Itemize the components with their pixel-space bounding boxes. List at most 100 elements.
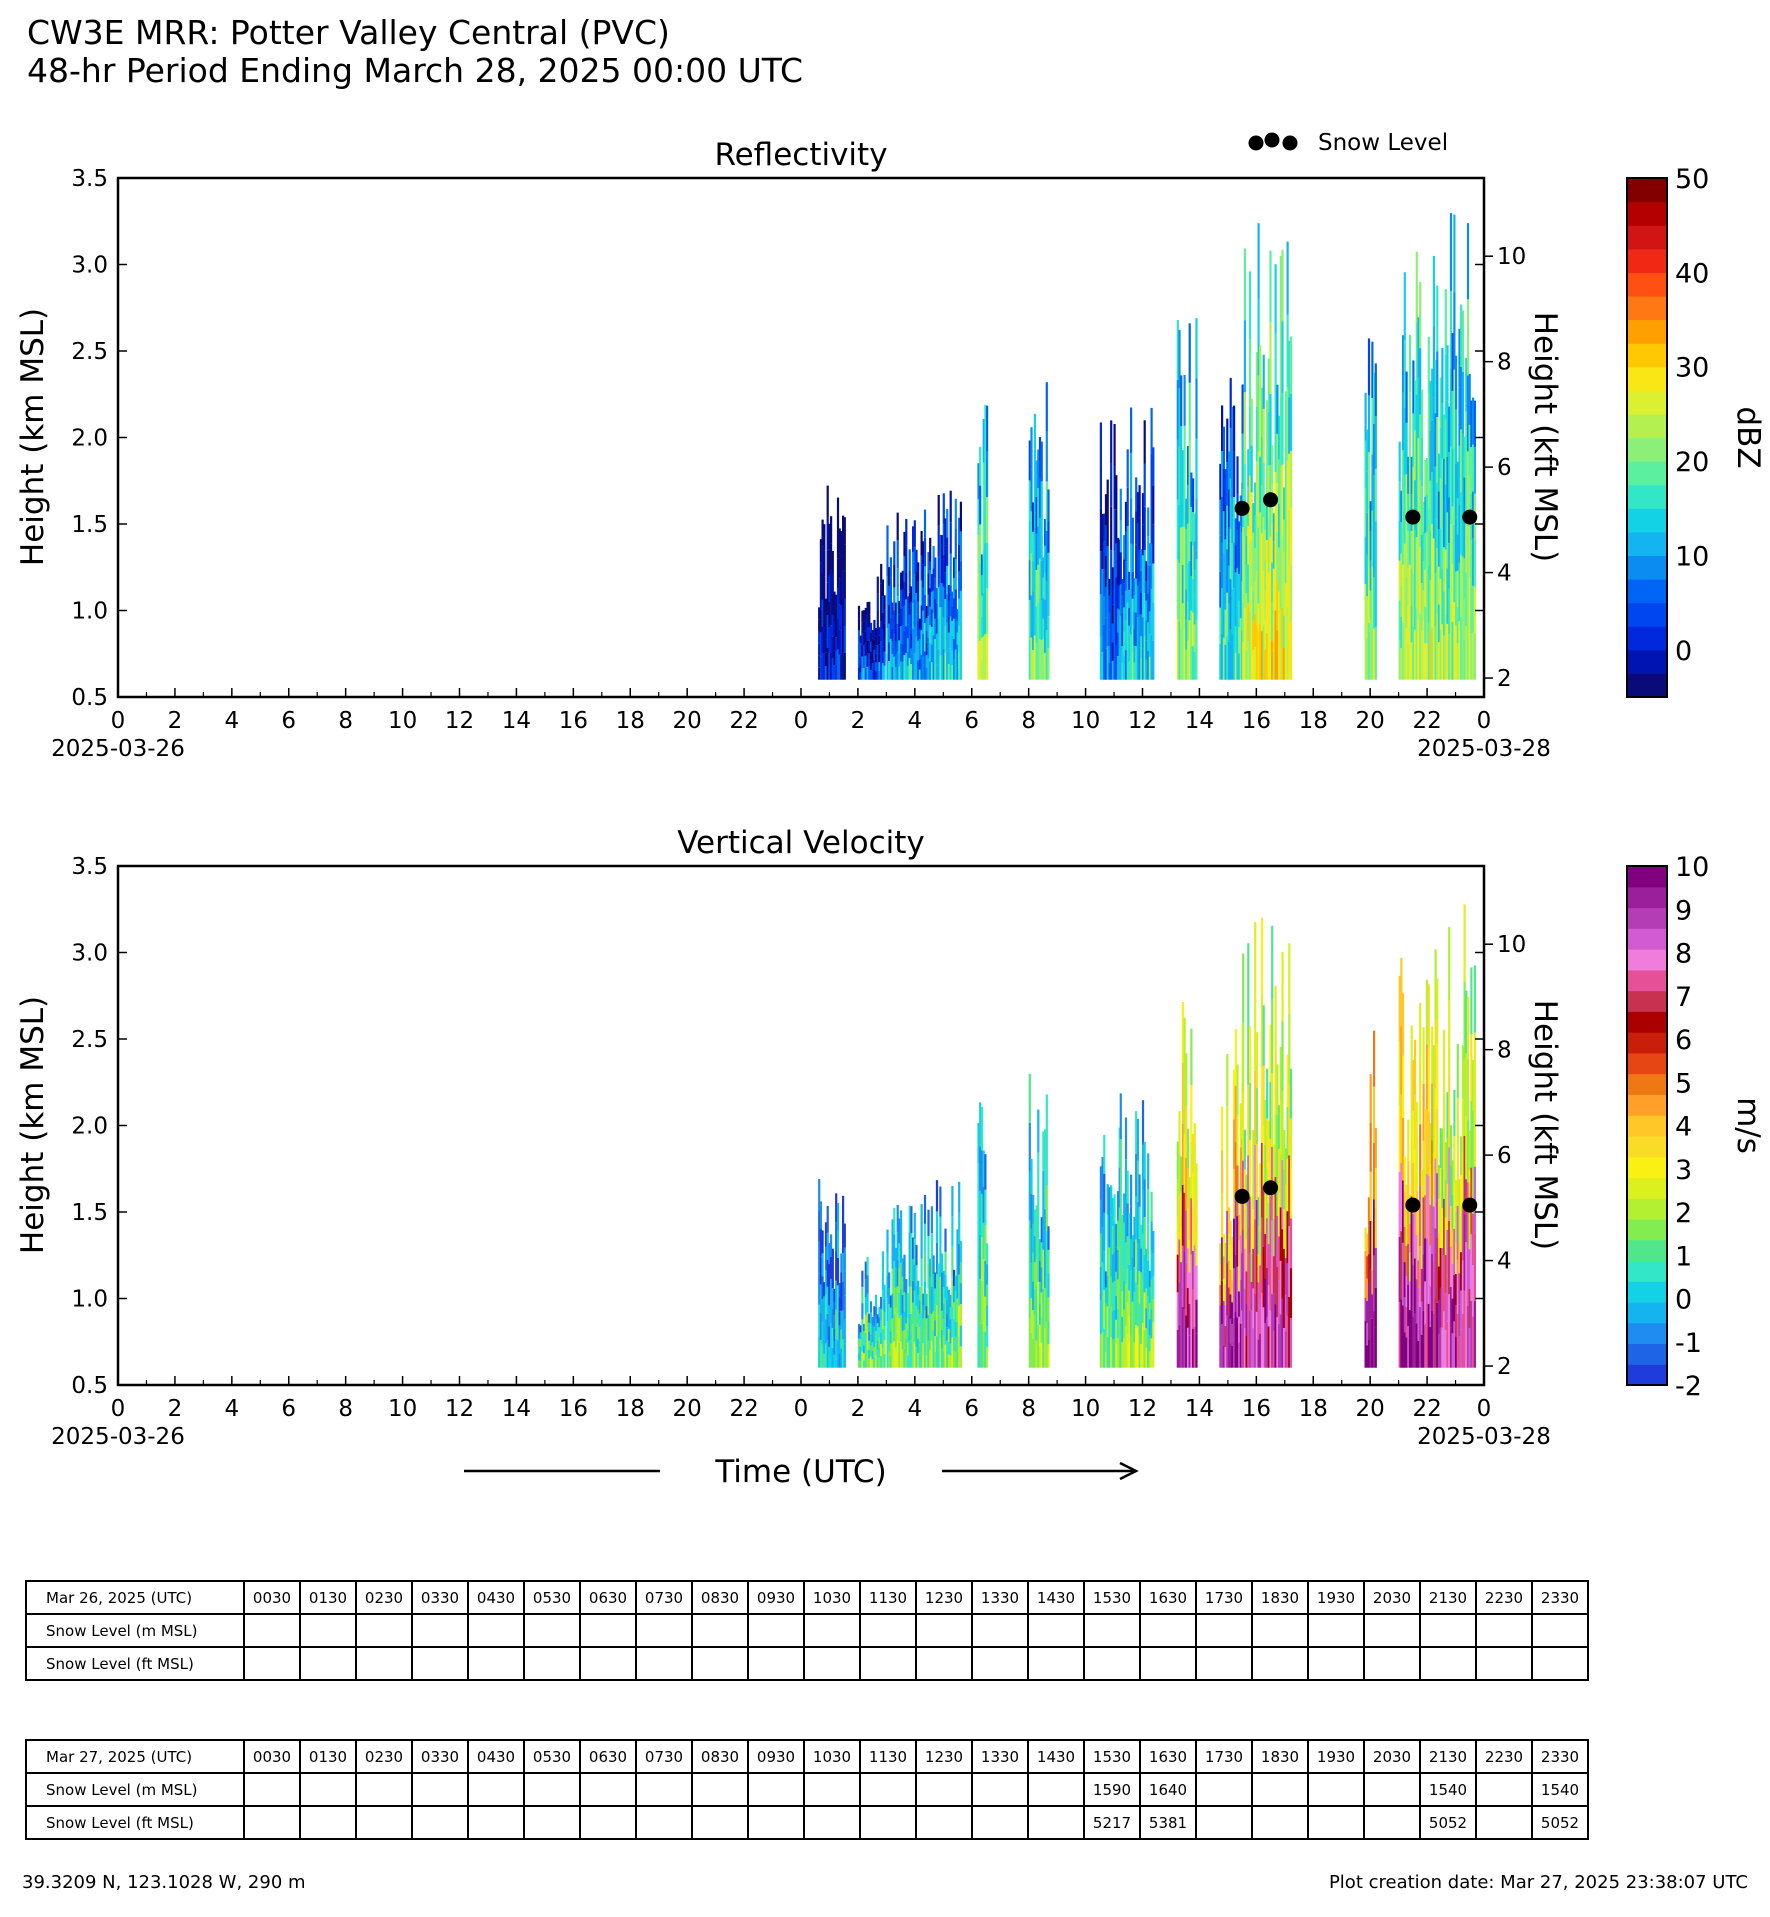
echo-column <box>1400 1299 1403 1368</box>
echo-column <box>1226 1263 1229 1316</box>
echo-column <box>1371 1269 1374 1295</box>
echo-column <box>1448 497 1451 543</box>
echo-column <box>818 1241 821 1274</box>
table-cell: 0030 <box>243 1739 301 1774</box>
echo-column <box>1281 1090 1284 1160</box>
echo-column <box>1126 641 1129 680</box>
echo-column <box>912 603 915 629</box>
echo-column <box>1449 1286 1453 1328</box>
echo-column <box>1415 1102 1418 1147</box>
table-cell <box>747 1805 805 1840</box>
echo-column <box>1439 1327 1442 1368</box>
table-cell <box>1139 1613 1197 1648</box>
table-cell: 0530 <box>523 1739 581 1774</box>
echo-column <box>1437 642 1441 680</box>
echo-column <box>949 522 952 554</box>
echo-column <box>893 564 896 588</box>
echo-column <box>894 615 898 629</box>
echo-column <box>1408 564 1412 623</box>
echo-column <box>944 652 947 680</box>
table-cell <box>523 1646 581 1681</box>
echo-column <box>1443 1255 1446 1312</box>
echo-column <box>1436 1238 1439 1303</box>
echo-column <box>1136 554 1139 586</box>
echo-column <box>1238 1316 1241 1343</box>
y-tick-label: 2.5 <box>71 1027 108 1053</box>
echo-column <box>1135 1282 1138 1325</box>
echo-column <box>875 628 878 637</box>
echo-column <box>1403 543 1406 612</box>
echo-column <box>1453 1228 1456 1276</box>
echo-column <box>915 549 918 572</box>
echo-column <box>1185 498 1188 529</box>
echo-column <box>1047 552 1050 585</box>
echo-column <box>1116 632 1120 656</box>
echo-column <box>1473 1032 1476 1100</box>
echo-column <box>876 1314 879 1324</box>
echo-column <box>1236 642 1239 680</box>
echo-column <box>1262 517 1265 572</box>
echo-column <box>1425 531 1429 569</box>
echo-column <box>1231 1345 1234 1368</box>
row-label: Snow Level (m MSL) <box>25 1613 245 1648</box>
echo-column <box>1130 1206 1133 1239</box>
echo-column <box>1192 1289 1195 1329</box>
x-tick-label: 2 <box>168 1396 183 1422</box>
echo-column <box>1227 1341 1231 1368</box>
echo-column <box>1037 1238 1040 1282</box>
echo-column <box>1456 461 1459 498</box>
echo-column <box>1269 608 1272 680</box>
echo-column <box>1130 1174 1133 1207</box>
snow-level-marker <box>1234 500 1250 516</box>
echo-column <box>1271 640 1274 680</box>
echo-column <box>1123 1280 1126 1310</box>
echo-column <box>946 622 949 652</box>
echo-column <box>1412 1265 1415 1317</box>
echo-column <box>1224 1263 1227 1285</box>
echo-column <box>1113 1252 1116 1281</box>
echo-column <box>893 1287 896 1315</box>
echo-column <box>1460 429 1463 493</box>
row-label: Snow Level (ft MSL) <box>25 1805 245 1840</box>
table-cell: 2330 <box>1531 1739 1589 1774</box>
echo-column <box>1434 1297 1437 1368</box>
echo-column <box>1255 406 1258 462</box>
echo-column <box>1407 1119 1410 1161</box>
echo-column <box>1106 479 1109 513</box>
echo-column <box>920 531 923 556</box>
echo-column <box>1250 398 1253 446</box>
echo-column <box>821 599 824 627</box>
echo-column <box>903 1292 906 1312</box>
echo-column <box>1130 634 1133 680</box>
echo-column <box>1227 489 1231 528</box>
echo-column <box>1028 600 1031 640</box>
echo-column <box>912 1237 915 1260</box>
echo-column <box>1126 1269 1129 1302</box>
echo-column <box>1468 1209 1471 1250</box>
echo-column <box>1181 1002 1184 1063</box>
chart-panel-reflectivity: Reflectivity0.51.01.52.02.53.03.52468100… <box>15 137 1766 762</box>
echo-column <box>1455 1305 1458 1337</box>
echo-column <box>1422 502 1425 532</box>
echo-column <box>1264 619 1267 650</box>
colorbar-swatch <box>1627 461 1667 486</box>
echo-column <box>1429 1245 1432 1287</box>
echo-column <box>1254 482 1257 516</box>
echo-column <box>1042 1289 1045 1329</box>
echo-column <box>1195 1163 1198 1198</box>
echo-column <box>1233 1069 1236 1120</box>
echo-column <box>1243 1209 1246 1249</box>
echo-column <box>1108 1187 1111 1218</box>
echo-column <box>1135 612 1138 646</box>
echo-column <box>1033 1209 1036 1236</box>
echo-column <box>946 1340 949 1355</box>
echo-column <box>1373 1311 1376 1368</box>
echo-column <box>824 652 828 667</box>
echo-column <box>835 623 838 638</box>
echo-column <box>1238 1240 1241 1266</box>
echo-column <box>903 1330 906 1349</box>
echo-column <box>1439 478 1442 529</box>
echo-column <box>836 588 840 619</box>
table-cell: 1430 <box>1027 1739 1085 1774</box>
